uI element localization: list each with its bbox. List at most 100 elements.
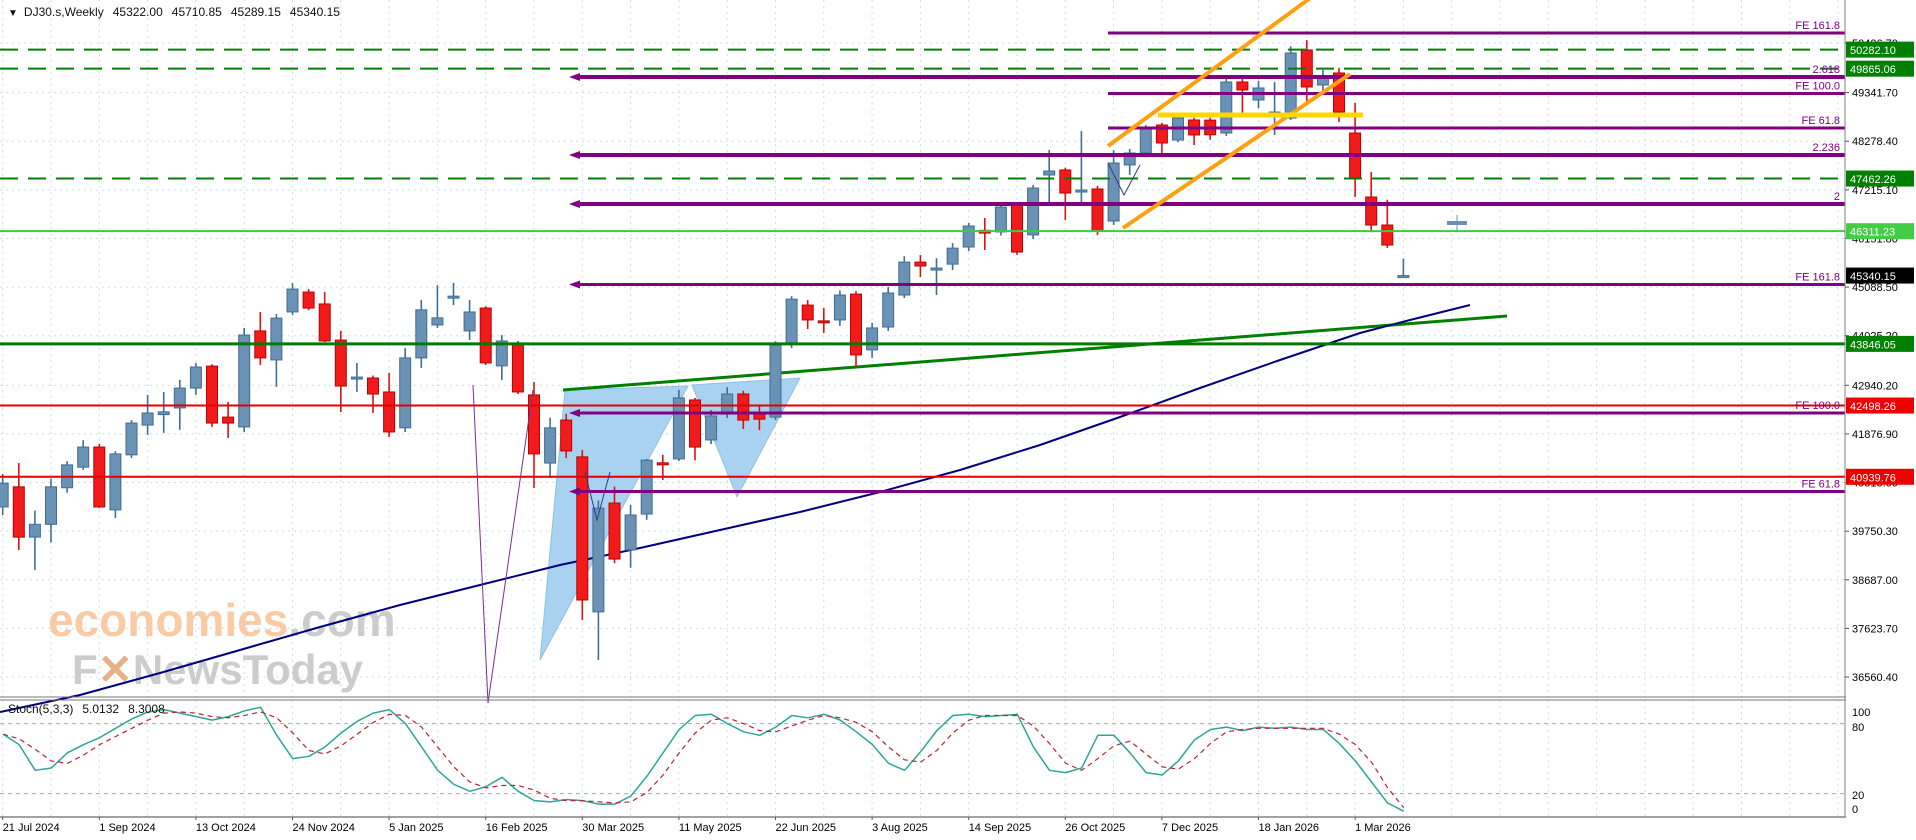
candle[interactable] xyxy=(1365,196,1378,226)
candle[interactable] xyxy=(833,294,846,321)
candle[interactable] xyxy=(866,327,879,351)
candle[interactable] xyxy=(1139,127,1152,154)
zigzag-drawing[interactable] xyxy=(584,471,611,522)
level-price-badge: 49865.06 xyxy=(1850,64,1896,76)
uptrend-line[interactable] xyxy=(562,314,1508,392)
price-axis[interactable]: 50426.7049341.7048278.4047215.1046151.80… xyxy=(1844,0,1916,840)
candle[interactable] xyxy=(12,486,25,538)
date-axis-label: 22 Jun 2025 xyxy=(776,822,837,834)
level-price-badge-bg xyxy=(1846,397,1914,414)
candle[interactable] xyxy=(672,397,685,460)
ohlc-high: 45710.85 xyxy=(171,5,222,19)
candle[interactable] xyxy=(157,411,170,416)
candle[interactable] xyxy=(1059,169,1072,194)
symbol-dropdown-icon[interactable]: ▼ xyxy=(8,8,18,19)
moving-average-line[interactable] xyxy=(0,304,1471,713)
candle[interactable] xyxy=(882,292,895,328)
level-price-badge-bg xyxy=(1846,170,1914,187)
candle[interactable] xyxy=(350,376,363,380)
channel-line[interactable] xyxy=(1106,0,1313,148)
candle[interactable] xyxy=(1075,189,1088,193)
price-axis-label: 48278.40 xyxy=(1852,136,1898,148)
candle[interactable] xyxy=(801,304,814,321)
date-axis-label: 26 Oct 2025 xyxy=(1065,822,1125,834)
candle[interactable] xyxy=(399,357,412,429)
candle[interactable] xyxy=(383,391,396,433)
candle[interactable] xyxy=(270,317,283,361)
candle[interactable] xyxy=(560,419,573,452)
candle[interactable] xyxy=(1236,81,1249,91)
candle[interactable] xyxy=(1011,204,1023,253)
candle[interactable] xyxy=(206,365,218,424)
candle[interactable] xyxy=(367,377,379,395)
candle[interactable] xyxy=(656,462,669,466)
candle[interactable] xyxy=(222,416,235,424)
candle[interactable] xyxy=(1155,124,1168,144)
candle[interactable] xyxy=(0,482,9,508)
watermark-fxnewstoday: F✕NewsToday xyxy=(72,646,364,693)
candle[interactable] xyxy=(1220,81,1233,134)
candle[interactable] xyxy=(77,446,90,468)
candle[interactable] xyxy=(930,267,943,271)
candle[interactable] xyxy=(1107,162,1120,222)
candle[interactable] xyxy=(785,298,798,345)
candle[interactable] xyxy=(1091,188,1104,232)
candle[interactable] xyxy=(817,320,830,324)
candle[interactable] xyxy=(1397,275,1410,279)
candle[interactable] xyxy=(286,288,299,313)
fibonacci-label: FE 100.0 xyxy=(1795,400,1840,412)
candle[interactable] xyxy=(1027,187,1040,236)
fibonacci-label: 2.618 xyxy=(1812,64,1840,76)
stoch-name: Stoch(5,3,3) xyxy=(8,702,74,716)
candle[interactable] xyxy=(850,293,862,356)
candle[interactable] xyxy=(141,412,154,426)
candle[interactable] xyxy=(125,422,138,456)
zigzag-drawing[interactable] xyxy=(472,384,534,704)
candle[interactable] xyxy=(415,309,428,359)
candle[interactable] xyxy=(173,387,186,409)
candle[interactable] xyxy=(898,261,911,296)
horizontal-level-lines[interactable] xyxy=(0,48,1845,478)
candle[interactable] xyxy=(189,366,202,389)
candle[interactable] xyxy=(109,453,122,511)
candle[interactable] xyxy=(640,459,653,515)
candle[interactable] xyxy=(994,206,1007,233)
candle[interactable] xyxy=(592,507,605,613)
candle[interactable] xyxy=(705,415,718,441)
candle[interactable] xyxy=(479,307,492,364)
candle[interactable] xyxy=(1381,224,1394,246)
candle[interactable] xyxy=(1123,152,1136,166)
channel-line[interactable] xyxy=(1121,72,1352,230)
candle[interactable] xyxy=(528,394,540,455)
candle[interactable] xyxy=(28,523,41,538)
candle[interactable] xyxy=(576,456,589,601)
candle[interactable] xyxy=(238,334,251,428)
date-axis[interactable]: 21 Jul 2024 1 Sep 2024 13 Oct 2024 24 Nov 2… xyxy=(2,817,1411,834)
candle[interactable] xyxy=(45,486,57,525)
fibonacci-arrow-icon xyxy=(569,151,580,159)
candle[interactable] xyxy=(544,427,557,464)
candle[interactable] xyxy=(302,291,315,309)
candle[interactable] xyxy=(914,261,927,267)
candle[interactable] xyxy=(624,514,637,551)
symbol-title-bar[interactable]: ▼ DJ30.s,Weekly 45322.00 45710.85 45289.15 45… xyxy=(8,5,340,19)
zigzag-drawing[interactable] xyxy=(1107,162,1141,197)
candle[interactable] xyxy=(495,340,508,367)
fibonacci-label: FE 161.8 xyxy=(1795,272,1840,284)
candle[interactable] xyxy=(463,311,476,332)
candle[interactable] xyxy=(447,295,460,299)
candle[interactable] xyxy=(511,342,524,393)
candle[interactable] xyxy=(1284,52,1297,119)
candle[interactable] xyxy=(689,399,701,448)
candle[interactable] xyxy=(962,225,975,248)
candle[interactable] xyxy=(946,247,959,265)
candle[interactable] xyxy=(608,502,621,560)
candle[interactable] xyxy=(334,339,347,387)
candle[interactable] xyxy=(431,317,444,326)
candle[interactable] xyxy=(737,393,750,421)
candle[interactable] xyxy=(318,303,331,342)
candle[interactable] xyxy=(1043,170,1056,176)
candle[interactable] xyxy=(721,393,734,415)
fibonacci-lines[interactable]: FE 161.8 2.618 FE 100.0 FE 61.8 2.236 2 FE 161… xyxy=(569,20,1845,496)
